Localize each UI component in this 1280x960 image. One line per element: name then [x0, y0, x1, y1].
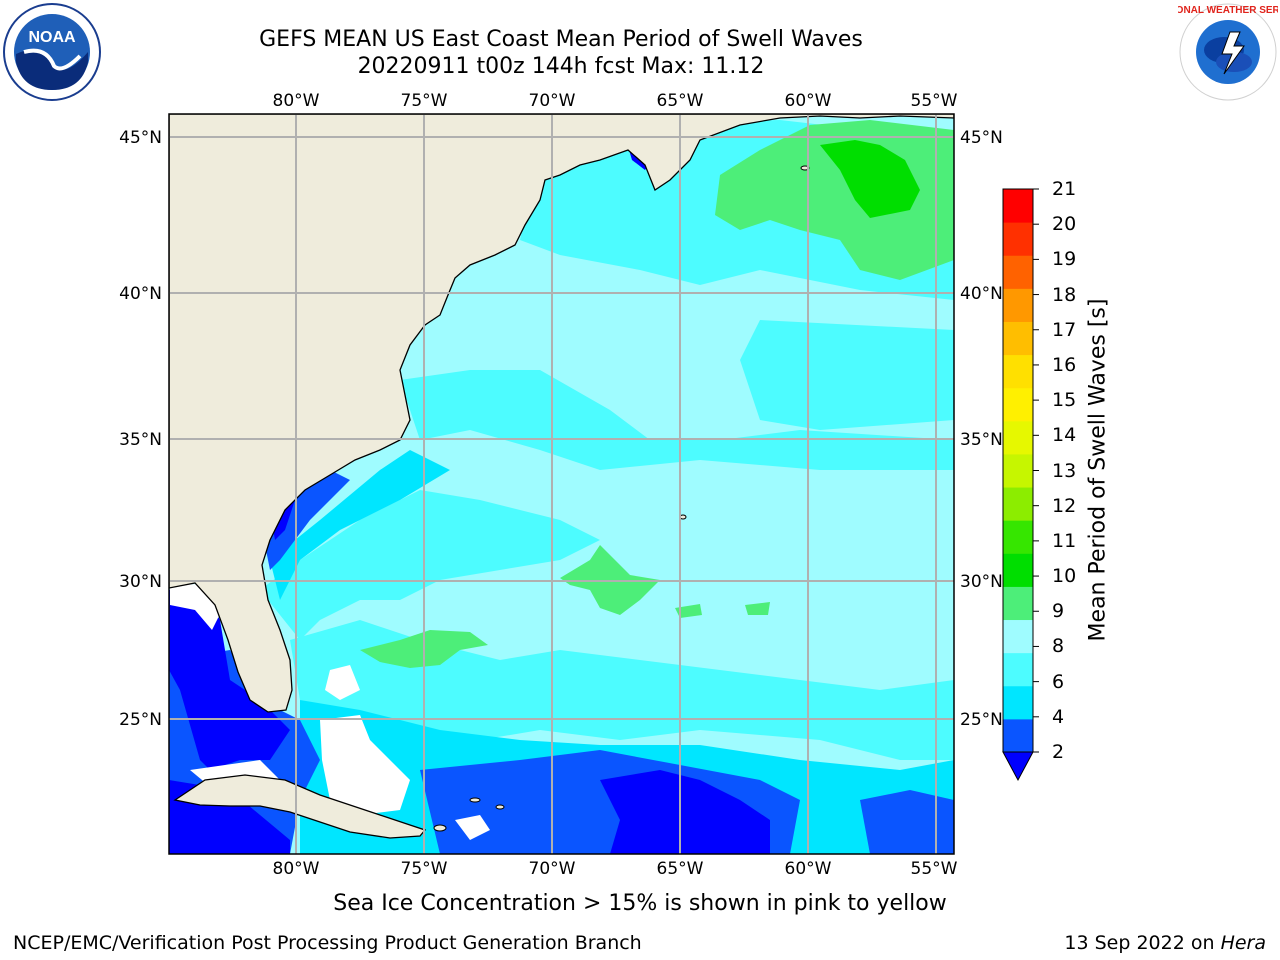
lon-label: 75°W [401, 859, 448, 879]
lon-label: 65°W [657, 859, 704, 879]
lon-label: 75°W [401, 91, 448, 111]
lat-labels-right: 45°N 40°N 35°N 30°N 25°N [960, 128, 1003, 730]
colorbar-tick-label: 9 [1052, 600, 1065, 623]
host-name: Hera [1220, 932, 1266, 954]
lat-label: 40°N [960, 284, 1003, 304]
lat-label: 45°N [119, 128, 162, 148]
colorbar-segment [1003, 387, 1033, 422]
colorbar-segment [1003, 553, 1033, 587]
colorbar-tick-label: 17 [1052, 318, 1077, 341]
colorbar-label: Mean Period of Swell Waves [s] [1085, 298, 1111, 642]
colorbar-tick-label: 13 [1052, 459, 1077, 482]
colorbar-segment [1003, 586, 1033, 621]
land-mass [169, 114, 954, 713]
lon-label: 65°W [657, 91, 704, 111]
colorbar-segment [1003, 354, 1033, 389]
colorbar-segment [1003, 222, 1033, 256]
cuba-landmass [173, 774, 427, 839]
lon-label: 60°W [785, 91, 832, 111]
colorbar-extend-arrow [1002, 751, 1034, 782]
svg-text:NOAA: NOAA [28, 29, 76, 46]
branch-credit: NCEP/EMC/Verification Post Processing Pr… [13, 932, 642, 954]
run-date: 13 Sep 2022 on Hera [1064, 932, 1266, 954]
colorbar-segment [1003, 453, 1033, 488]
colorbar-segment [1003, 189, 1033, 223]
colorbar-segment [1003, 619, 1033, 654]
colorbar-segment [1003, 487, 1033, 521]
colorbar-tick-label: 19 [1052, 248, 1077, 271]
map-title: GEFS MEAN US East Coast Mean Period of S… [259, 27, 863, 52]
colorbar-tick-label: 21 [1052, 178, 1077, 200]
colorbar-segment [1003, 255, 1033, 289]
lat-label: 40°N [119, 284, 162, 304]
lon-labels-top: 80°W 75°W 70°W 65°W 60°W 55°W [273, 91, 958, 111]
lon-label: 80°W [273, 859, 320, 879]
colorbar-segment [1003, 420, 1033, 455]
colorbar-segment [1003, 718, 1033, 753]
sea-ice-note: Sea Ice Concentration > 15% is shown in … [333, 891, 947, 916]
colorbar-tick-label: 20 [1052, 213, 1077, 236]
colorbar-tick-label: 11 [1052, 529, 1077, 552]
lat-label: 45°N [960, 128, 1003, 148]
colorbar-tick-label: 18 [1052, 283, 1077, 306]
colorbar-segment [1003, 321, 1033, 356]
lon-label: 55°W [911, 91, 958, 111]
lat-lon-grid [169, 114, 954, 854]
colorbar-tick-label: 10 [1052, 565, 1077, 588]
colorbar-tick-label: 15 [1052, 389, 1077, 412]
lon-label: 55°W [911, 859, 958, 879]
colorbar-tick-label: 6 [1052, 670, 1065, 693]
map-frame [168, 113, 955, 855]
lat-label: 30°N [119, 572, 162, 592]
map-plot-area [169, 114, 954, 854]
lon-label: 70°W [529, 91, 576, 111]
colorbar-tick-label: 14 [1052, 424, 1077, 447]
colorbar-tick-label: 16 [1052, 353, 1077, 376]
colorbar-segment [1003, 652, 1033, 687]
colorbar-tick-label: 12 [1052, 494, 1077, 517]
colorbar-segment [1003, 685, 1033, 720]
lon-label: 80°W [273, 91, 320, 111]
run-date-text: 13 Sep 2022 on [1064, 932, 1221, 954]
colorbar-segment [1003, 288, 1033, 322]
lat-label: 25°N [119, 710, 162, 730]
map-subtitle: 20220911 t00z 144h fcst Max: 11.12 [357, 54, 765, 79]
swell-10-11s-zones [820, 140, 920, 218]
colorbar [1002, 188, 1039, 782]
lon-label: 60°W [785, 859, 832, 879]
nws-logo: NATIONAL WEATHER SERVICE [1178, 3, 1278, 101]
colorbar-tick-label: 2 [1052, 741, 1065, 763]
svg-text:NATIONAL WEATHER SERVICE: NATIONAL WEATHER SERVICE [1178, 5, 1278, 16]
swell-under-2s-zones [169, 140, 770, 854]
colorbar-tick-label: 8 [1052, 635, 1065, 658]
lon-labels-bottom: 80°W 75°W 70°W 65°W 60°W 55°W [273, 859, 958, 879]
lat-label: 35°N [960, 430, 1003, 450]
colorbar-tick-label: 4 [1052, 705, 1065, 728]
noaa-logo: NOAA [3, 3, 101, 101]
lat-label: 30°N [960, 572, 1003, 592]
lat-label: 25°N [960, 710, 1003, 730]
lat-label: 35°N [119, 430, 162, 450]
lon-label: 70°W [529, 859, 576, 879]
lat-labels-left: 45°N 40°N 35°N 30°N 25°N [119, 128, 162, 730]
colorbar-segment [1003, 520, 1033, 554]
